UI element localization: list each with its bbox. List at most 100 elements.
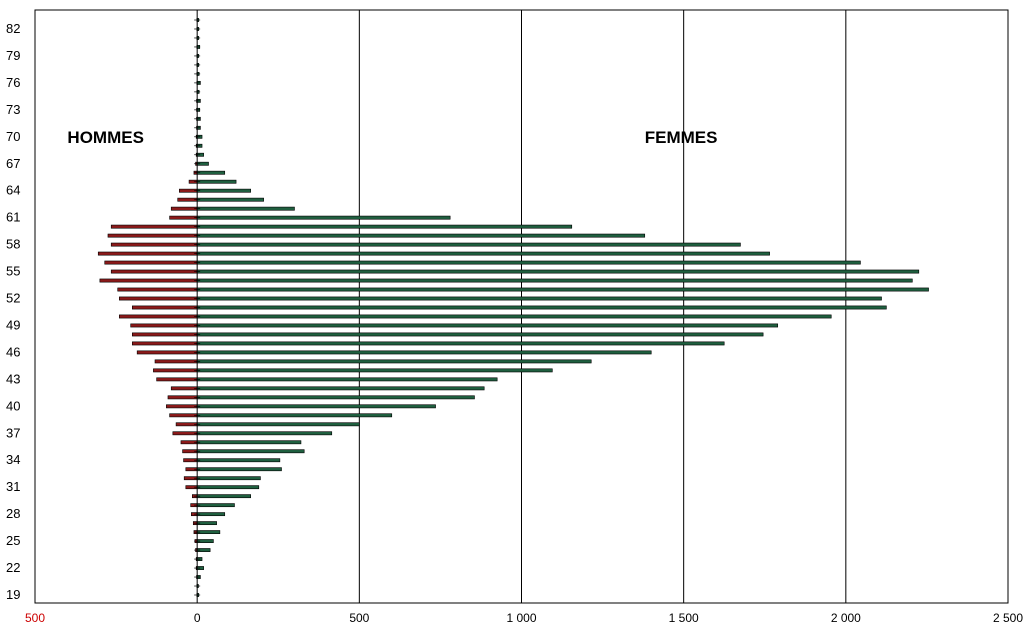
y-tick-label: 19 — [6, 587, 20, 602]
bar-femmes — [196, 197, 264, 202]
bar-hommes — [175, 422, 198, 427]
x-tick-label: 1 000 — [506, 611, 536, 625]
bar-femmes — [196, 296, 882, 301]
bar-femmes — [196, 305, 887, 310]
y-tick-label: 79 — [6, 48, 20, 63]
bar-hommes — [132, 341, 198, 346]
bar-femmes — [196, 395, 475, 400]
bar-femmes — [196, 458, 281, 463]
x-tick-label: 0 — [194, 611, 201, 625]
bar-femmes — [196, 341, 725, 346]
y-tick-label: 43 — [6, 371, 20, 386]
y-tick-label: 58 — [6, 237, 20, 252]
y-tick-label: 70 — [6, 129, 20, 144]
y-tick-label: 61 — [6, 210, 20, 225]
bar-femmes — [196, 530, 221, 535]
bar-femmes — [196, 440, 302, 445]
bar-hommes — [136, 350, 198, 355]
y-tick-label: 40 — [6, 398, 20, 413]
bar-femmes — [196, 206, 295, 211]
bar-femmes — [196, 413, 393, 418]
bar-femmes — [196, 503, 235, 508]
bar-femmes — [196, 233, 646, 238]
section-label: FEMMES — [645, 128, 718, 147]
x-tick-label: 500 — [349, 611, 369, 625]
grid-layer — [34, 9, 1009, 604]
x-tick-label: 500 — [25, 611, 45, 625]
bar-femmes — [196, 260, 861, 265]
axis-layer — [194, 10, 201, 603]
y-tick-label: 37 — [6, 425, 20, 440]
x-tick-label: 2 000 — [831, 611, 861, 625]
bar-hommes — [117, 287, 198, 292]
bar-femmes — [196, 242, 741, 247]
y-tick-label: 22 — [6, 560, 20, 575]
bar-hommes — [153, 368, 198, 373]
y-tick-label: 52 — [6, 291, 20, 306]
bar-femmes — [196, 449, 305, 454]
bar-hommes — [172, 431, 198, 436]
bar-femmes — [196, 323, 779, 328]
bar-femmes — [196, 188, 251, 193]
bar-hommes — [107, 233, 198, 238]
y-tick-label: 55 — [6, 264, 20, 279]
bar-femmes — [196, 269, 920, 274]
bar-hommes — [104, 260, 198, 265]
bar-hommes — [110, 224, 198, 229]
y-tick-label: 25 — [6, 533, 20, 548]
y-tick-label: 34 — [6, 452, 20, 467]
bar-femmes — [196, 332, 764, 337]
bar-femmes — [196, 386, 485, 391]
bar-layer — [97, 18, 929, 597]
bar-hommes — [169, 413, 198, 418]
section-label: HOMMES — [67, 128, 144, 147]
x-tick-label: 1 500 — [669, 611, 699, 625]
bar-hommes — [169, 215, 198, 220]
bar-hommes — [97, 251, 198, 256]
bar-hommes — [130, 323, 198, 328]
bar-femmes — [196, 170, 226, 175]
bar-hommes — [110, 242, 198, 247]
bar-femmes — [196, 278, 913, 283]
y-tick-label: 73 — [6, 102, 20, 117]
bar-femmes — [196, 314, 832, 319]
bar-femmes — [196, 404, 436, 409]
bar-femmes — [196, 287, 929, 292]
bar-femmes — [196, 422, 360, 427]
bar-hommes — [132, 332, 198, 337]
label-layer: 19 22 25 28 31 34 37 40 43 46 49 52 55 58 61 64 67 70 73 76… — [6, 21, 1023, 625]
bar-hommes — [170, 206, 198, 211]
bar-hommes — [119, 296, 198, 301]
bar-hommes — [132, 305, 198, 310]
bar-femmes — [196, 224, 573, 229]
bar-femmes — [196, 251, 770, 256]
bar-hommes — [110, 269, 198, 274]
bar-femmes — [196, 494, 251, 499]
bar-hommes — [119, 314, 198, 319]
x-tick-label: 2 500 — [993, 611, 1023, 625]
bar-femmes — [196, 431, 333, 436]
y-tick-label: 49 — [6, 317, 20, 332]
y-tick-label: 82 — [6, 21, 20, 36]
bar-femmes — [196, 512, 226, 517]
bar-femmes — [196, 476, 261, 481]
bar-femmes — [196, 377, 498, 382]
y-tick-label: 28 — [6, 506, 20, 521]
y-tick-label: 46 — [6, 344, 20, 359]
bar-femmes — [196, 359, 592, 364]
bar-femmes — [196, 215, 451, 220]
bar-femmes — [196, 368, 553, 373]
bar-femmes — [196, 467, 282, 472]
bar-hommes — [167, 395, 198, 400]
y-tick-label: 76 — [6, 75, 20, 90]
bar-hommes — [154, 359, 198, 364]
bar-hommes — [166, 404, 198, 409]
bar-hommes — [156, 377, 198, 382]
bar-femmes — [196, 485, 260, 490]
bar-hommes — [170, 386, 198, 391]
bar-hommes — [99, 278, 198, 283]
bar-femmes — [196, 350, 652, 355]
y-tick-label: 31 — [6, 479, 20, 494]
y-tick-label: 64 — [6, 183, 20, 198]
